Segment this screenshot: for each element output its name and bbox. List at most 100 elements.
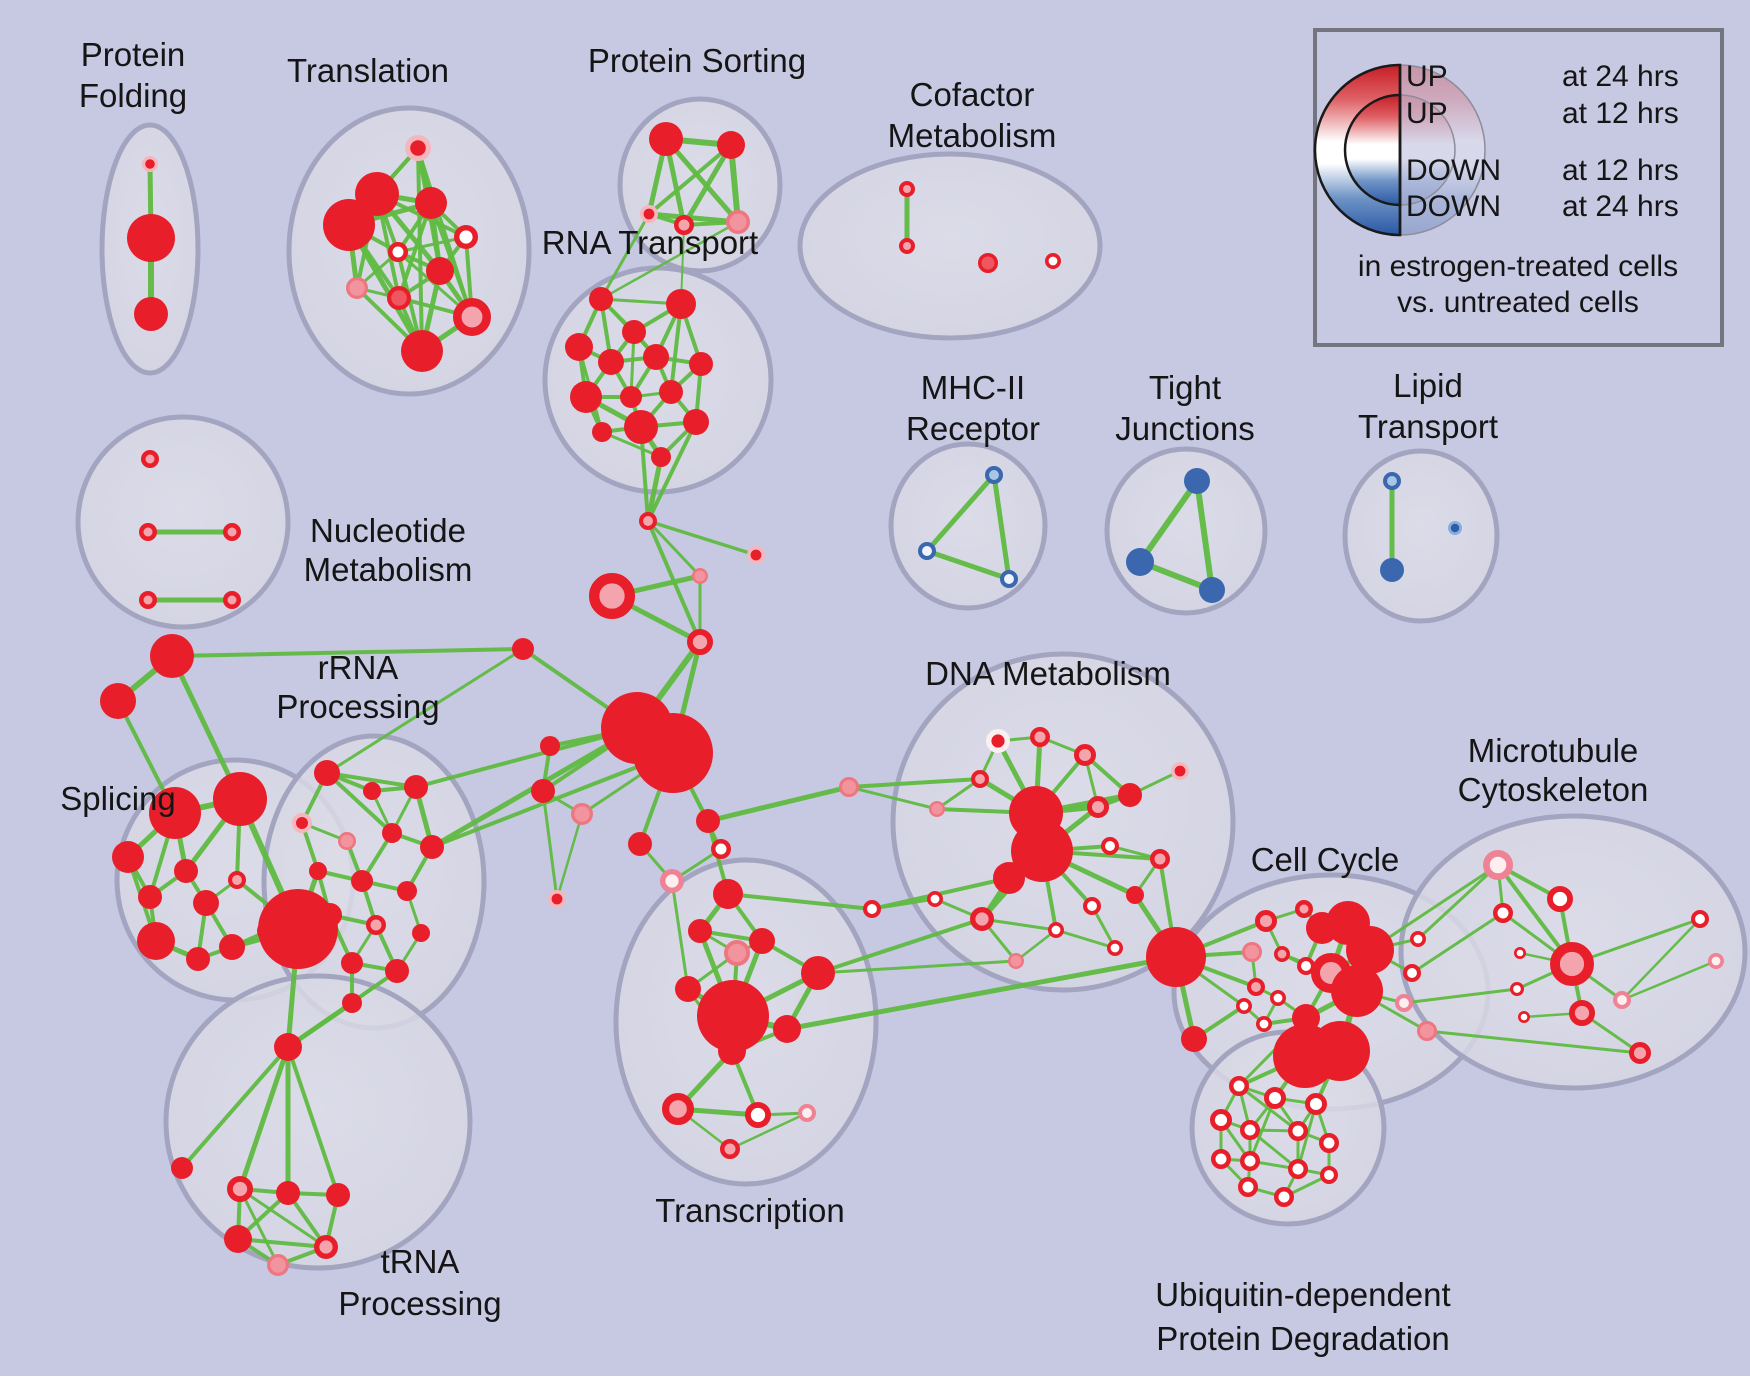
- network-node-n4: [223, 591, 241, 609]
- network-edge: [325, 771, 418, 789]
- cluster-label-cofactor-metabolism-line2: Metabolism: [888, 117, 1057, 154]
- network-node-g5: [382, 823, 402, 843]
- network-node-u11: [1238, 1177, 1258, 1197]
- network-node-s1: [213, 772, 267, 826]
- network-edge: [236, 1237, 328, 1249]
- network-node-k4: [686, 628, 713, 655]
- network-edge: [1296, 1102, 1318, 1171]
- network-node-c2: [978, 253, 998, 273]
- network-edge: [980, 917, 1058, 932]
- network-node-h6: [696, 809, 720, 833]
- network-node-d10: [993, 862, 1025, 894]
- network-node-c0: [899, 181, 915, 197]
- network-node-pf2: [134, 297, 168, 331]
- network-node-k3: [692, 568, 708, 584]
- network-node-u10: [1320, 1166, 1339, 1185]
- network-node-g4: [338, 831, 357, 850]
- legend: UP at 24 hrs UP at 12 hrs DOWN at 12 hrs DOWN a…: [1313, 28, 1724, 347]
- network-node-s3: [174, 859, 198, 883]
- network-node-c3: [1045, 253, 1062, 270]
- network-edge: [1194, 478, 1215, 593]
- network-node-h10: [547, 889, 566, 908]
- network-node-x8: [661, 1092, 694, 1125]
- cluster-label-rrna-processing-line2: Processing: [276, 688, 439, 725]
- network-node-c1: [899, 238, 915, 254]
- network-node-cc22: [1417, 1021, 1437, 1041]
- network-edge: [541, 789, 559, 901]
- network-node-g0: [314, 760, 340, 786]
- cluster-ellipse-tight-junctions: [1104, 446, 1268, 616]
- network-node-cc2: [1254, 909, 1277, 932]
- network-node-mt1: [1547, 885, 1574, 912]
- network-edge: [180, 1045, 290, 1170]
- network-node-j0: [1184, 468, 1210, 494]
- cluster-label-protein-folding-line2: Folding: [79, 77, 187, 114]
- network-node-cc0: [1146, 927, 1206, 987]
- network-edge: [647, 143, 733, 216]
- network-node-u4: [1240, 1120, 1260, 1140]
- network-node-cc15: [1331, 965, 1383, 1017]
- network-node-w7: [266, 1254, 289, 1277]
- legend-outer-left-outline: [1313, 63, 1402, 237]
- cluster-ellipse-nucleotide-metabolism: [75, 414, 291, 630]
- network-node-u5: [1288, 1121, 1308, 1141]
- network-node-g12: [412, 924, 430, 942]
- network-edge: [681, 142, 734, 228]
- network-node-w1: [171, 1157, 193, 1179]
- cluster-label-cell-cycle: Cell Cycle: [1251, 841, 1400, 878]
- network-edge: [429, 201, 474, 319]
- legend-time-1: at 24 hrs: [1562, 60, 1679, 93]
- network-edge: [1054, 928, 1117, 950]
- network-node-d12: [926, 890, 943, 907]
- network-node-t8: [387, 286, 412, 311]
- cluster-label-tight-junctions-line1: Tight: [1149, 369, 1221, 406]
- cluster-label-tight-junctions-line2: Junctions: [1115, 410, 1254, 447]
- network-nodes: [100, 122, 1725, 1277]
- legend-direction-3: DOWN: [1406, 154, 1501, 187]
- legend-inner-circle-faded: [1400, 95, 1455, 205]
- network-node-x0: [688, 919, 712, 943]
- network-node-j2: [1199, 577, 1225, 603]
- network-node-b2: [512, 638, 534, 660]
- network-node-t6: [426, 257, 454, 285]
- network-node-w3: [276, 1181, 300, 1205]
- network-node-w4: [326, 1183, 350, 1207]
- network-edge: [646, 519, 758, 557]
- network-edge: [286, 1045, 340, 1197]
- network-node-d2: [1073, 743, 1096, 766]
- network-node-d18: [1008, 953, 1024, 969]
- network-node-g11: [366, 915, 386, 935]
- network-edge: [414, 726, 639, 789]
- network-node-mt3: [1513, 946, 1526, 959]
- cluster-label-dna-metabolism: DNA Metabolism: [925, 655, 1171, 692]
- network-node-r1: [666, 289, 696, 319]
- network-node-mt6: [1549, 942, 1594, 987]
- network-node-w6: [314, 1234, 339, 1259]
- network-edge: [924, 472, 997, 554]
- network-node-cc1: [1181, 1026, 1207, 1052]
- network-node-dl: [839, 777, 859, 797]
- network-edge: [705, 784, 852, 824]
- network-node-x10: [798, 1104, 817, 1123]
- network-node-d0: [986, 729, 1011, 754]
- cluster-label-nucleotide-metabolism-line2: Metabolism: [304, 551, 473, 588]
- network-edge: [1570, 917, 1702, 966]
- network-node-d8: [1011, 820, 1073, 882]
- cluster-ellipse-cofactor-metabolism: [797, 151, 1103, 341]
- network-node-k2: [746, 545, 765, 564]
- network-node-t4: [454, 224, 479, 249]
- network-node-g14: [385, 959, 409, 983]
- cluster-label-rrna-processing-line1: rRNA: [318, 649, 399, 686]
- network-node-h7: [711, 839, 731, 859]
- network-node-cc4: [1242, 942, 1262, 962]
- network-node-d5: [929, 801, 945, 817]
- cluster-label-trna-processing-line1: tRNA: [381, 1243, 460, 1280]
- network-edge: [847, 777, 982, 789]
- network-node-m0: [985, 465, 1004, 484]
- network-node-mt2: [1493, 903, 1513, 923]
- network-node-h4: [571, 803, 594, 826]
- network-edge: [726, 892, 874, 911]
- network-node-t1: [355, 172, 399, 216]
- network-node-cc21: [1395, 994, 1414, 1013]
- network-node-d9: [1101, 837, 1120, 856]
